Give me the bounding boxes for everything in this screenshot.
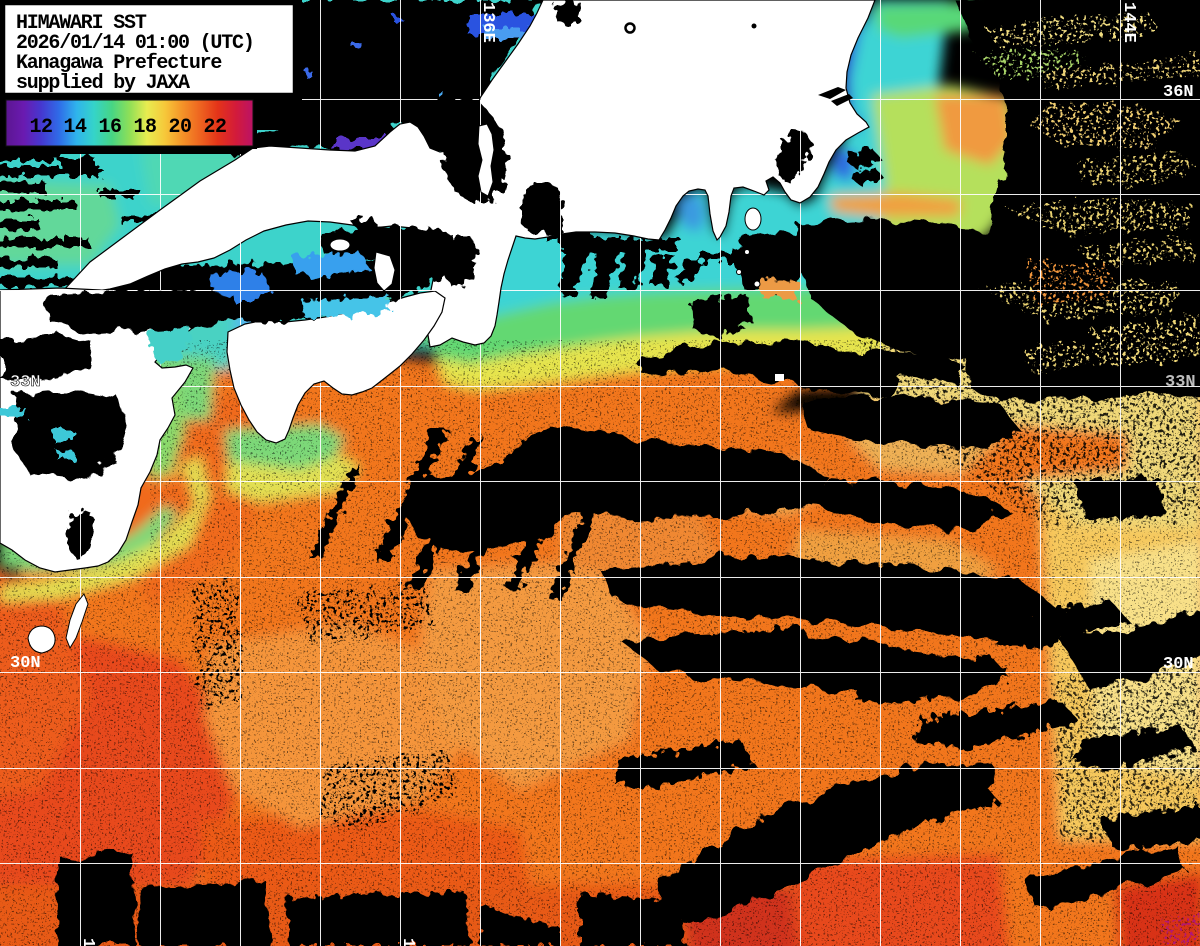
- svg-text:14: 14: [64, 116, 88, 139]
- svg-text:30N: 30N: [10, 654, 41, 673]
- svg-text:HIMAWARI SST: HIMAWARI SST: [16, 12, 147, 35]
- svg-text:144E: 144E: [1119, 2, 1138, 43]
- svg-text:20: 20: [169, 116, 192, 139]
- svg-text:supplied by JAXA: supplied by JAXA: [16, 72, 190, 95]
- svg-text:131E: 131E: [78, 938, 97, 946]
- svg-text:Kanagawa Prefecture: Kanagawa Prefecture: [16, 52, 222, 75]
- svg-text:36N: 36N: [1163, 83, 1194, 102]
- svg-text:33N: 33N: [10, 373, 41, 392]
- svg-text:135E: 135E: [398, 938, 417, 946]
- svg-text:33N: 33N: [1165, 373, 1196, 392]
- svg-text:136E: 136E: [478, 2, 497, 43]
- svg-text:22: 22: [204, 116, 227, 139]
- svg-text:2026/01/14 01:00 (UTC): 2026/01/14 01:00 (UTC): [16, 32, 254, 55]
- svg-text:16: 16: [99, 116, 122, 139]
- svg-text:12: 12: [30, 116, 53, 139]
- svg-text:18: 18: [134, 116, 157, 139]
- svg-text:30N: 30N: [1163, 655, 1194, 674]
